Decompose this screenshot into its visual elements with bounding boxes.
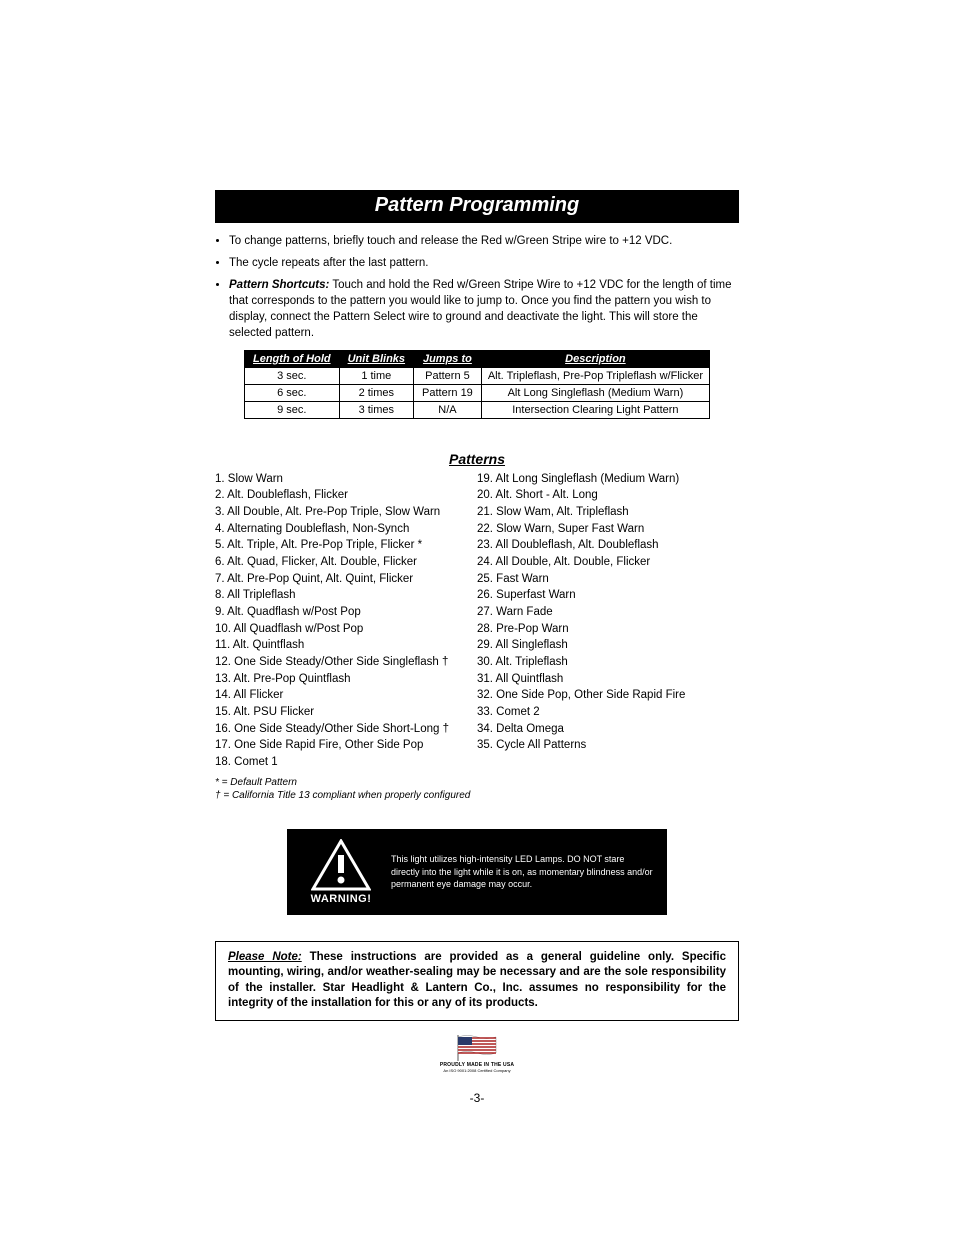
note-box: Please Note: These instructions are prov… bbox=[215, 941, 739, 1021]
pattern-item: 10. All Quadflash w/Post Pop bbox=[215, 621, 477, 638]
bullet-item: Pattern Shortcuts: Touch and hold the Re… bbox=[229, 277, 739, 341]
cell: Alt. Tripleflash, Pre-Pop Tripleflash w/… bbox=[481, 367, 709, 384]
pattern-item: 27. Warn Fade bbox=[477, 604, 739, 621]
pattern-item: 8. All Tripleflash bbox=[215, 587, 477, 604]
table-header-row: Length of Hold Unit Blinks Jumps to Desc… bbox=[245, 350, 710, 367]
cell: Pattern 19 bbox=[414, 384, 482, 401]
footnote: † = California Title 13 compliant when p… bbox=[215, 790, 739, 801]
pattern-item: 16. One Side Steady/Other Side Short-Lon… bbox=[215, 721, 477, 738]
table-row: 6 sec. 2 times Pattern 19 Alt Long Singl… bbox=[245, 384, 710, 401]
bullet-item: The cycle repeats after the last pattern… bbox=[229, 255, 739, 271]
cell: N/A bbox=[414, 401, 482, 418]
pattern-item: 2. Alt. Doubleflash, Flicker bbox=[215, 487, 477, 504]
patterns-heading: Patterns bbox=[215, 451, 739, 467]
cell: 3 times bbox=[339, 401, 413, 418]
pattern-item: 12. One Side Steady/Other Side Singlefla… bbox=[215, 654, 477, 671]
pattern-item: 34. Delta Omega bbox=[477, 721, 739, 738]
col-header: Description bbox=[481, 350, 709, 367]
pattern-item: 30. Alt. Tripleflash bbox=[477, 654, 739, 671]
bullet-item: To change patterns, briefly touch and re… bbox=[229, 233, 739, 249]
pattern-item: 5. Alt. Triple, Alt. Pre-Pop Triple, Fli… bbox=[215, 537, 477, 554]
pattern-item: 14. All Flicker bbox=[215, 687, 477, 704]
patterns-col-right: 19. Alt Long Singleflash (Medium Warn)20… bbox=[477, 471, 739, 771]
cell: Intersection Clearing Light Pattern bbox=[481, 401, 709, 418]
warning-text: This light utilizes high-intensity LED L… bbox=[381, 853, 653, 889]
cell: 3 sec. bbox=[245, 367, 340, 384]
note-lead: Please Note: bbox=[228, 951, 302, 963]
col-header: Jumps to bbox=[414, 350, 482, 367]
pattern-item: 26. Superfast Warn bbox=[477, 587, 739, 604]
pattern-item: 29. All Singleflash bbox=[477, 637, 739, 654]
col-header: Length of Hold bbox=[245, 350, 340, 367]
pattern-item: 18. Comet 1 bbox=[215, 754, 477, 771]
cell: 2 times bbox=[339, 384, 413, 401]
pattern-item: 28. Pre-Pop Warn bbox=[477, 621, 739, 638]
pattern-item: 11. Alt. Quintflash bbox=[215, 637, 477, 654]
cell: 1 time bbox=[339, 367, 413, 384]
table-row: 3 sec. 1 time Pattern 5 Alt. Tripleflash… bbox=[245, 367, 710, 384]
patterns-col-left: 1. Slow Warn2. Alt. Doubleflash, Flicker… bbox=[215, 471, 477, 771]
pattern-item: 15. Alt. PSU Flicker bbox=[215, 704, 477, 721]
note-body: These instructions are provided as a gen… bbox=[228, 951, 726, 1010]
pattern-item: 21. Slow Wam, Alt. Tripleflash bbox=[477, 504, 739, 521]
col-header: Unit Blinks bbox=[339, 350, 413, 367]
table-row: 9 sec. 3 times N/A Intersection Clearing… bbox=[245, 401, 710, 418]
pattern-item: 7. Alt. Pre-Pop Quint, Alt. Quint, Flick… bbox=[215, 571, 477, 588]
pattern-item: 4. Alternating Doubleflash, Non-Synch bbox=[215, 521, 477, 538]
pattern-item: 9. Alt. Quadflash w/Post Pop bbox=[215, 604, 477, 621]
pattern-item: 20. Alt. Short - Alt. Long bbox=[477, 487, 739, 504]
pattern-item: 24. All Double, Alt. Double, Flicker bbox=[477, 554, 739, 571]
pattern-item: 6. Alt. Quad, Flicker, Alt. Double, Flic… bbox=[215, 554, 477, 571]
footnote: * = Default Pattern bbox=[215, 777, 739, 788]
cell: 6 sec. bbox=[245, 384, 340, 401]
flag-subcaption: An ISO 9001:2008 Certified Company bbox=[215, 1068, 739, 1073]
pattern-item: 25. Fast Warn bbox=[477, 571, 739, 588]
pattern-item: 19. Alt Long Singleflash (Medium Warn) bbox=[477, 471, 739, 488]
pattern-item: 32. One Side Pop, Other Side Rapid Fire bbox=[477, 687, 739, 704]
cell: 9 sec. bbox=[245, 401, 340, 418]
pattern-item: 13. Alt. Pre-Pop Quintflash bbox=[215, 671, 477, 688]
patterns-list: 1. Slow Warn2. Alt. Doubleflash, Flicker… bbox=[215, 471, 739, 771]
pattern-item: 35. Cycle All Patterns bbox=[477, 737, 739, 754]
shortcut-table: Length of Hold Unit Blinks Jumps to Desc… bbox=[244, 350, 710, 419]
cell: Pattern 5 bbox=[414, 367, 482, 384]
pattern-item: 33. Comet 2 bbox=[477, 704, 739, 721]
pattern-item: 17. One Side Rapid Fire, Other Side Pop bbox=[215, 737, 477, 754]
pattern-item: 31. All Quintflash bbox=[477, 671, 739, 688]
section-title: Pattern Programming bbox=[215, 190, 739, 223]
warning-label: WARNING! bbox=[301, 893, 381, 905]
cell: Alt Long Singleflash (Medium Warn) bbox=[481, 384, 709, 401]
warning-icon: WARNING! bbox=[301, 839, 381, 905]
pattern-item: 1. Slow Warn bbox=[215, 471, 477, 488]
usa-flag-icon bbox=[455, 1035, 499, 1061]
pattern-item: 22. Slow Warn, Super Fast Warn bbox=[477, 521, 739, 538]
instruction-bullets: To change patterns, briefly touch and re… bbox=[215, 233, 739, 342]
warning-box: WARNING! This light utilizes high-intens… bbox=[287, 829, 667, 915]
footnotes: * = Default Pattern † = California Title… bbox=[215, 777, 739, 801]
page-number: -3- bbox=[215, 1091, 739, 1105]
pattern-item: 3. All Double, Alt. Pre-Pop Triple, Slow… bbox=[215, 504, 477, 521]
pattern-item: 23. All Doubleflash, Alt. Doubleflash bbox=[477, 537, 739, 554]
page: Pattern Programming To change patterns, … bbox=[0, 0, 954, 1235]
made-in-usa-block: PROUDLY MADE IN THE USA An ISO 9001:2008… bbox=[215, 1035, 739, 1073]
